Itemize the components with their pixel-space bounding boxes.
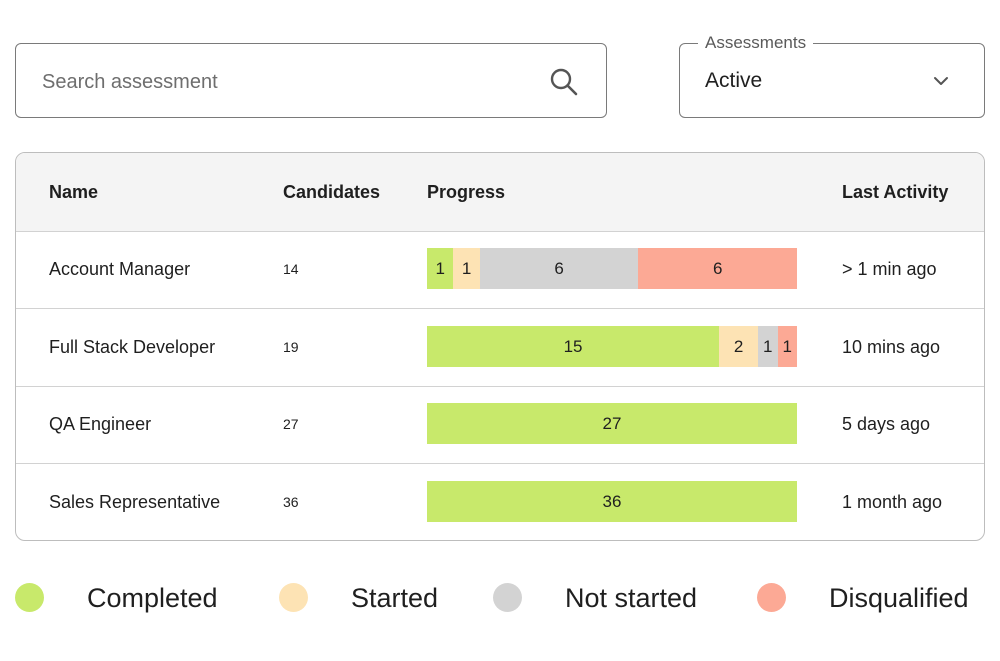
progress-segment-started: 1 <box>453 248 480 289</box>
progress-legend: Completed Started Not started Disqualifi… <box>0 575 1000 621</box>
progress-bar: 15 2 1 1 <box>427 326 797 367</box>
table-row[interactable]: QA Engineer 27 27 5 days ago <box>16 386 984 464</box>
assessments-table: Name Candidates Progress Last Activity A… <box>15 152 985 541</box>
legend-dot-completed <box>15 583 44 612</box>
progress-bar: 27 <box>427 403 797 444</box>
legend-label-disqualified: Disqualified <box>829 583 969 613</box>
legend-dot-not-started <box>493 583 522 612</box>
search-box[interactable] <box>15 43 607 118</box>
progress-segment-disqualified: 1 <box>777 326 797 367</box>
legend-label-not-started: Not started <box>565 583 698 613</box>
row-name[interactable]: Account Manager <box>49 259 191 279</box>
row-name[interactable]: Full Stack Developer <box>49 337 216 357</box>
row-name[interactable]: QA Engineer <box>49 414 152 434</box>
table-row[interactable]: Full Stack Developer 19 15 2 1 1 10 mins ag… <box>16 309 984 387</box>
header-last-activity[interactable]: Last Activity <box>842 182 949 202</box>
header-candidates[interactable]: Candidates <box>283 182 381 202</box>
row-candidates: 27 <box>283 416 299 432</box>
legend-dot-started <box>279 583 308 612</box>
header-progress[interactable]: Progress <box>427 182 506 202</box>
progress-segment-completed: 1 <box>427 248 454 289</box>
legend-label-started: Started <box>351 583 439 613</box>
row-last-activity: 10 mins ago <box>842 337 941 357</box>
assessments-select[interactable]: Assessments Active <box>679 32 985 118</box>
row-last-activity: 1 month ago <box>842 492 943 512</box>
progress-segment-not-started: 1 <box>758 326 778 367</box>
header-name[interactable]: Name <box>49 182 99 202</box>
progress-segment-completed: 15 <box>427 326 720 367</box>
row-last-activity: 5 days ago <box>842 414 931 434</box>
row-name[interactable]: Sales Representative <box>49 492 221 512</box>
row-last-activity: > 1 min ago <box>842 259 937 279</box>
legend-dot-disqualified <box>757 583 786 612</box>
progress-segment-completed: 36 <box>427 481 797 522</box>
search-input[interactable] <box>40 62 524 102</box>
progress-bar: 36 <box>427 481 797 522</box>
progress-segment-disqualified: 6 <box>638 248 797 289</box>
progress-segment-completed: 27 <box>427 403 797 444</box>
table-header: Name Candidates Progress Last Activity <box>16 153 984 232</box>
legend-label-completed: Completed <box>87 583 218 613</box>
search-icon[interactable] <box>548 66 580 98</box>
row-candidates: 36 <box>283 494 299 510</box>
chevron-down-icon <box>934 77 948 85</box>
assessments-select-label: Assessments <box>698 32 814 54</box>
progress-segment-not-started: 6 <box>479 248 639 289</box>
row-candidates: 14 <box>283 261 299 277</box>
table-row[interactable]: Sales Representative 36 36 1 month ago <box>16 464 984 540</box>
progress-segment-started: 2 <box>719 326 759 367</box>
assessments-select-value: Active <box>705 69 763 92</box>
row-candidates: 19 <box>283 339 299 355</box>
